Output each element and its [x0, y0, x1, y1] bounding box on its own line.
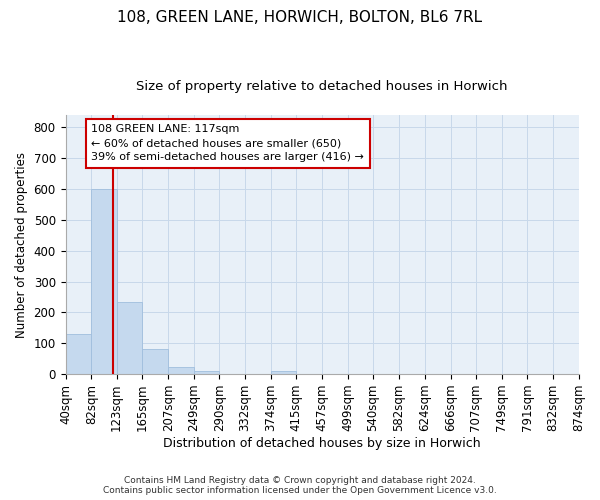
Bar: [271, 371, 296, 374]
Bar: [168, 368, 194, 374]
X-axis label: Distribution of detached houses by size in Horwich: Distribution of detached houses by size …: [163, 437, 481, 450]
Text: Contains HM Land Registry data © Crown copyright and database right 2024.
Contai: Contains HM Land Registry data © Crown c…: [103, 476, 497, 495]
Text: 108 GREEN LANE: 117sqm
← 60% of detached houses are smaller (650)
39% of semi-de: 108 GREEN LANE: 117sqm ← 60% of detached…: [91, 124, 364, 162]
Bar: [91, 189, 116, 374]
Title: Size of property relative to detached houses in Horwich: Size of property relative to detached ho…: [136, 80, 508, 93]
Bar: [65, 334, 91, 374]
Bar: [116, 302, 142, 374]
Bar: [142, 350, 168, 374]
Text: 108, GREEN LANE, HORWICH, BOLTON, BL6 7RL: 108, GREEN LANE, HORWICH, BOLTON, BL6 7R…: [118, 10, 482, 25]
Bar: [194, 371, 219, 374]
Y-axis label: Number of detached properties: Number of detached properties: [15, 152, 28, 338]
